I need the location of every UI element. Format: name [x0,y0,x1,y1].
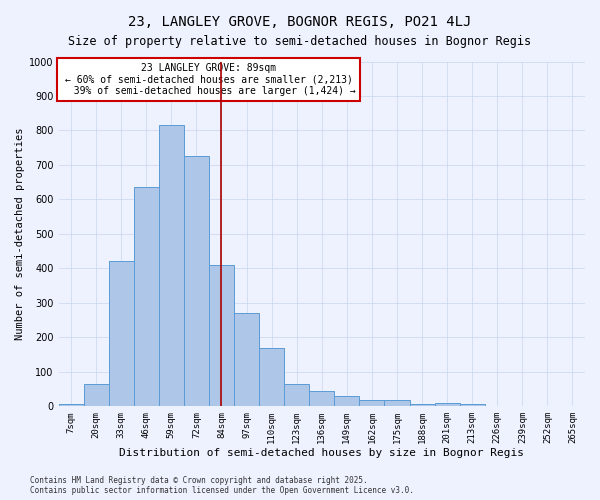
Bar [184,156,209,406]
Bar [284,384,309,406]
Bar [334,396,359,406]
Text: 23 LANGLEY GROVE: 89sqm
← 60% of semi-detached houses are smaller (2,213)
  39% : 23 LANGLEY GROVE: 89sqm ← 60% of semi-de… [62,63,355,96]
Y-axis label: Number of semi-detached properties: Number of semi-detached properties [15,128,25,340]
Text: Size of property relative to semi-detached houses in Bognor Regis: Size of property relative to semi-detach… [68,35,532,48]
Bar [434,403,460,406]
Bar [159,126,184,406]
Bar [209,265,234,406]
X-axis label: Distribution of semi-detached houses by size in Bognor Regis: Distribution of semi-detached houses by … [119,448,524,458]
Bar [83,384,109,406]
Bar [59,404,83,406]
Bar [309,390,334,406]
Text: Contains HM Land Registry data © Crown copyright and database right 2025.
Contai: Contains HM Land Registry data © Crown c… [30,476,414,495]
Bar [410,404,434,406]
Bar [259,348,284,406]
Bar [460,404,485,406]
Bar [359,400,385,406]
Bar [109,262,134,406]
Text: 23, LANGLEY GROVE, BOGNOR REGIS, PO21 4LJ: 23, LANGLEY GROVE, BOGNOR REGIS, PO21 4L… [128,15,472,29]
Bar [234,313,259,406]
Bar [134,188,159,406]
Bar [385,400,410,406]
